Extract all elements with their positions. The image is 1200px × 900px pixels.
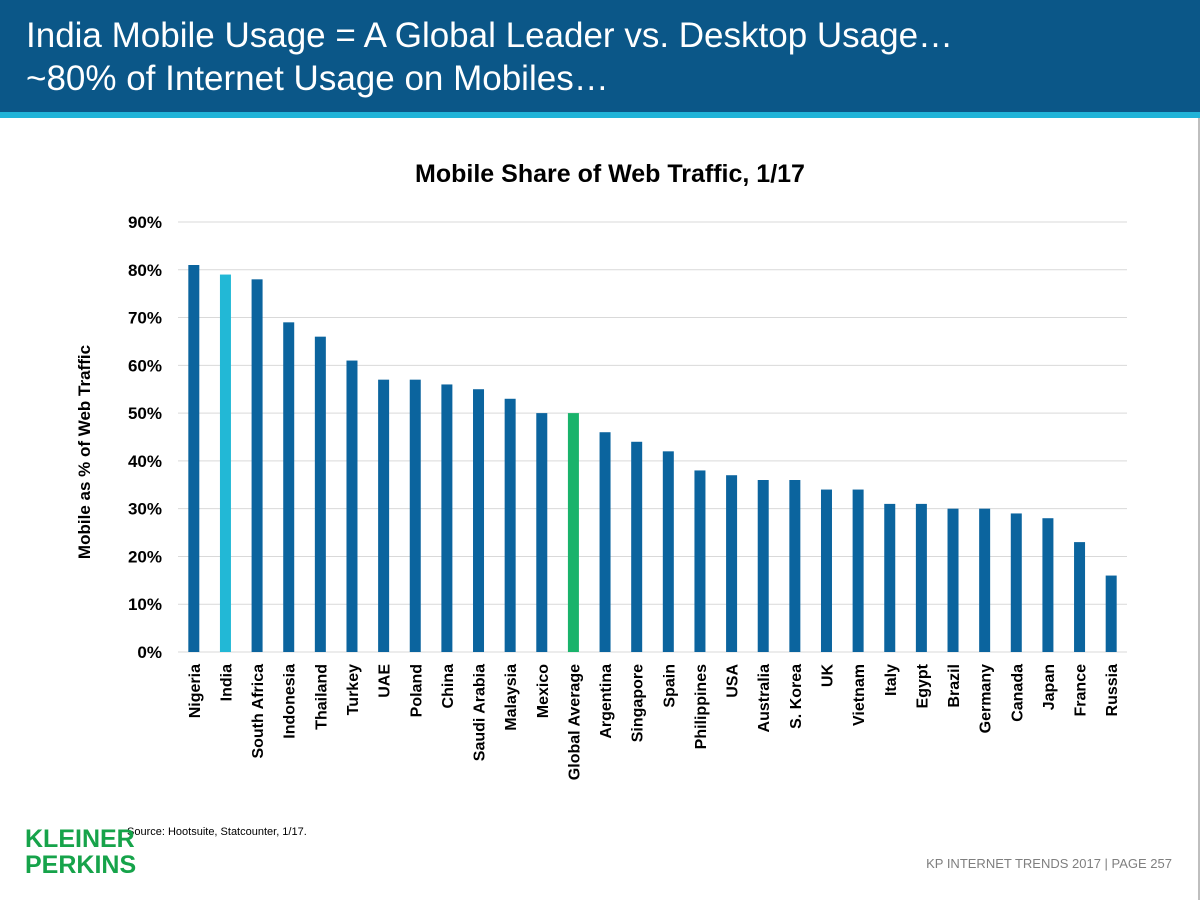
y-axis-ticks: 0% 10% 20% 30% 40% 50% 60% 70% 80% 90%: [128, 213, 162, 662]
x-tick-label: Canada: [1009, 664, 1026, 722]
bar-india: [219, 274, 231, 652]
y-tick-label: 90%: [128, 213, 162, 232]
bar-russia: [1105, 575, 1117, 652]
x-tick-label: Indonesia: [282, 664, 299, 739]
x-tick-label: Philippines: [693, 664, 710, 749]
x-tick-label: Thailand: [313, 664, 330, 730]
slide-title-line-2: ~80% of Internet Usage on Mobiles…: [26, 59, 609, 98]
y-axis-label: Mobile as % of Web Traffic: [75, 345, 94, 559]
bar-china: [441, 384, 453, 652]
x-tick-label: Malaysia: [503, 664, 520, 731]
y-tick-label: 40%: [128, 452, 162, 471]
bar-poland: [409, 379, 421, 652]
y-tick-label: 60%: [128, 356, 162, 375]
bar-brazil: [947, 508, 959, 652]
x-tick-label: Japan: [1041, 664, 1058, 710]
bar-argentina: [599, 432, 611, 652]
y-tick-label: 70%: [128, 309, 162, 328]
bar-south-africa: [251, 279, 263, 652]
x-tick-label: Brazil: [946, 664, 963, 708]
bar-singapore: [631, 441, 643, 652]
x-tick-label: Turkey: [345, 664, 362, 715]
bar-egypt: [915, 503, 927, 652]
bar-italy: [884, 503, 896, 652]
x-tick-label: Australia: [756, 664, 773, 733]
chart-bars: [188, 265, 1117, 652]
logo-line-1: KLEINER: [25, 825, 135, 853]
x-tick-label: Poland: [408, 664, 425, 717]
slide-border: [1198, 118, 1200, 900]
x-tick-label: Russia: [1104, 664, 1121, 717]
x-tick-label: Egypt: [914, 663, 931, 708]
x-tick-label: S. Korea: [788, 664, 805, 729]
y-tick-label: 80%: [128, 261, 162, 280]
header-accent-stripe: [0, 112, 1200, 118]
bar-philippines: [694, 470, 706, 652]
bar-global-average: [567, 413, 579, 652]
x-tick-label: Spain: [661, 664, 678, 708]
x-tick-label: Vietnam: [851, 664, 868, 726]
slide-title-line-1: India Mobile Usage = A Global Leader vs.…: [26, 16, 954, 55]
x-tick-label: USA: [725, 664, 742, 698]
source-note: Source: Hootsuite, Statcounter, 1/17.: [127, 826, 307, 838]
y-tick-label: 0%: [137, 643, 162, 662]
bar-uae: [378, 379, 390, 652]
x-tick-label: Mexico: [535, 664, 552, 718]
x-tick-label: UAE: [377, 664, 394, 698]
y-tick-label: 10%: [128, 595, 162, 614]
bar-malaysia: [504, 398, 516, 652]
x-tick-label: Italy: [883, 664, 900, 696]
bar-uk: [820, 489, 832, 652]
x-tick-label: UK: [819, 664, 836, 688]
bar-japan: [1042, 518, 1054, 652]
bar-nigeria: [188, 265, 200, 652]
bar-canada: [1010, 513, 1022, 652]
x-tick-label: Singapore: [630, 664, 647, 742]
bar-thailand: [314, 336, 326, 652]
x-tick-label: Saudi Arabia: [472, 664, 489, 761]
bar-mexico: [536, 413, 548, 652]
bar-saudi-arabia: [473, 389, 485, 652]
x-tick-label: India: [218, 664, 235, 701]
x-tick-label: France: [1073, 664, 1090, 717]
x-tick-label: Argentina: [598, 664, 615, 739]
chart-title: Mobile Share of Web Traffic, 1/17: [415, 160, 805, 188]
y-tick-label: 30%: [128, 500, 162, 519]
bar-turkey: [346, 360, 358, 652]
chart-gridlines: [178, 221, 1127, 653]
x-axis-labels: Nigeria India South Africa Indonesia Thailan…: [187, 663, 1121, 780]
logo-line-2: PERKINS: [25, 851, 137, 879]
x-tick-label: Nigeria: [187, 664, 204, 718]
x-tick-label: South Africa: [250, 664, 267, 759]
y-tick-label: 20%: [128, 547, 162, 566]
page-footer: KP INTERNET TRENDS 2017 | PAGE 257: [926, 856, 1172, 871]
bar-chart: Mobile Share of Web Traffic, 1/17 0% 10% 2…: [75, 160, 1127, 780]
bar-france: [1074, 542, 1086, 652]
x-tick-label: Global Average: [566, 664, 583, 780]
bar-vietnam: [852, 489, 864, 652]
bar-australia: [757, 480, 769, 652]
bar-s-korea: [789, 480, 801, 652]
bar-indonesia: [283, 322, 295, 652]
y-tick-label: 50%: [128, 404, 162, 423]
slide-header: India Mobile Usage = A Global Leader vs.…: [0, 0, 1200, 112]
bar-germany: [979, 508, 991, 652]
bar-usa: [726, 475, 738, 652]
kleiner-perkins-logo: KLEINER PERKINS: [25, 826, 136, 878]
x-tick-label: Germany: [978, 664, 995, 733]
x-tick-label: China: [440, 664, 457, 709]
bar-spain: [662, 451, 674, 652]
